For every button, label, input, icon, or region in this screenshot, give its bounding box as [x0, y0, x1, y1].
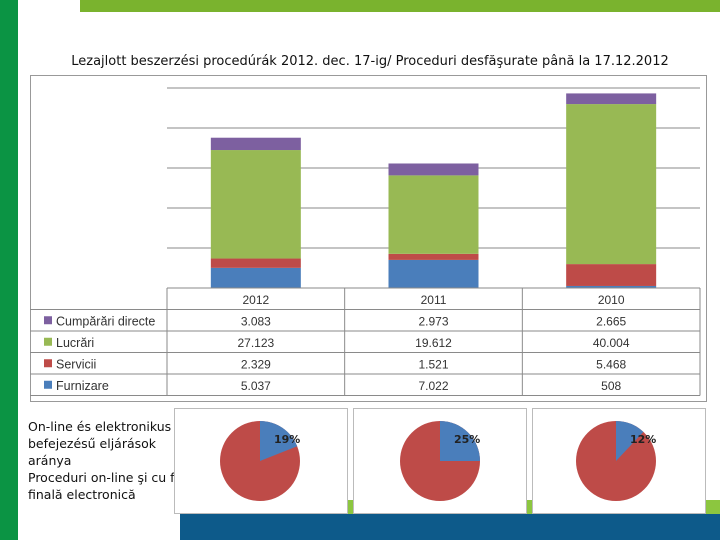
pie-caption: On-line és elektronikus befejezésű eljár…: [28, 418, 188, 503]
left-accent-bar: [0, 0, 18, 540]
legend-label: Furnizare: [56, 379, 109, 393]
pie-percent-label: 19%: [274, 433, 300, 446]
bar-segment: [210, 267, 301, 288]
bar-segment: [388, 253, 479, 260]
bar-segment: [388, 259, 479, 288]
data-label: 508: [601, 379, 621, 393]
pie-caption-line: On-line és elektronikus: [28, 419, 172, 434]
data-label: 40.004: [593, 336, 630, 350]
pie-slice-online: [616, 421, 644, 461]
legend-swatch: [44, 380, 52, 389]
pie-caption-line: finală electronică: [28, 487, 136, 502]
slide-title: Lezajlott beszerzési procedúrák 2012. de…: [71, 54, 669, 69]
data-label: 19.612: [415, 336, 452, 350]
pie-caption-line: Proceduri on-line şi cu faza: [28, 470, 188, 485]
legend-swatch: [44, 337, 52, 346]
bar-segment: [210, 150, 301, 259]
legend-label: Servicii: [56, 357, 96, 371]
pie-percent-label: 12%: [630, 433, 656, 446]
pie-caption-line: aránya: [28, 453, 72, 468]
pie-slice-online: [260, 421, 298, 461]
data-label: 3.083: [241, 314, 271, 328]
legend-label: Cumpărări directe: [56, 314, 155, 328]
legend-swatch: [44, 316, 52, 325]
data-label: 1.521: [418, 357, 448, 371]
top-accent-bar: [80, 0, 720, 12]
bar-segment: [210, 258, 301, 268]
data-label: 5.468: [596, 357, 626, 371]
x-tick-label: 2010: [598, 293, 625, 307]
x-tick-label: 2012: [242, 293, 269, 307]
legend-label: Lucrări: [56, 336, 94, 350]
data-label: 27.123: [237, 336, 274, 350]
pie-percent-label: 25%: [454, 433, 480, 446]
pie-slice-online: [440, 421, 480, 461]
bar-segment: [388, 175, 479, 254]
data-label: 2.973: [418, 314, 448, 328]
data-label: 5.037: [241, 379, 271, 393]
bar-segment: [566, 264, 657, 286]
bar-segment: [566, 285, 657, 288]
bar-segment: [566, 104, 657, 265]
data-label: 7.022: [418, 379, 448, 393]
bottom-accent-blue: [180, 514, 720, 540]
bar-segment: [210, 137, 301, 151]
x-tick-label: 2011: [421, 293, 447, 307]
data-label: 2.329: [241, 357, 271, 371]
legend-swatch: [44, 359, 52, 368]
bar-segment: [388, 163, 479, 176]
bar-segment: [566, 93, 657, 105]
pie-caption-line: befejezésű eljárások: [28, 436, 157, 451]
data-label: 2.665: [596, 314, 626, 328]
